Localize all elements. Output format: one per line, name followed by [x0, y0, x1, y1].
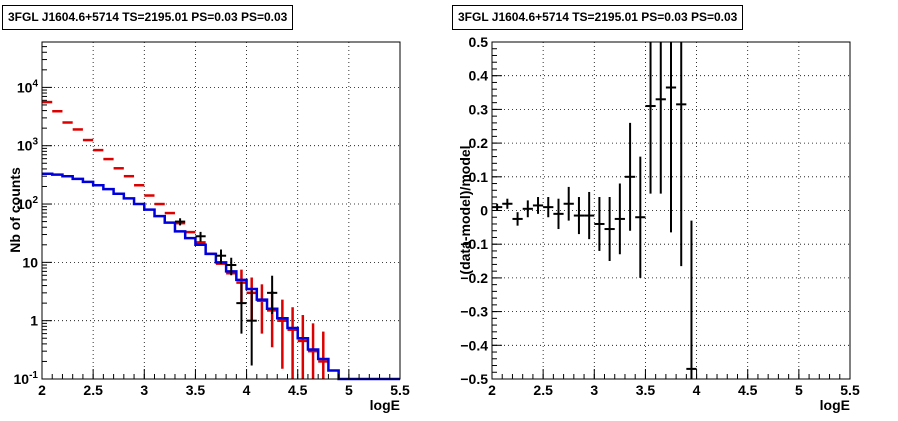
- right-y-tick-label: −0.4: [460, 337, 488, 353]
- right-y-axis-label: (data-model)/model: [457, 145, 473, 274]
- right-x-tick-label: 3: [590, 382, 598, 398]
- left-x-tick-label: 2: [38, 382, 46, 398]
- right-x-tick-label: 2: [488, 382, 496, 398]
- left-y-tick-label: 103: [17, 137, 39, 154]
- left-x-tick-label: 5.5: [390, 382, 410, 398]
- right-y-tick-label: 0: [480, 203, 488, 219]
- left-chart-title: 3FGL J1604.6+5714 TS=2195.01 PS=0.03 PS=…: [2, 5, 294, 30]
- right-axis-ticks: 2 2.5 3 3.5 4 4.5 5 5.5 −0.5 −0.4 −0.3 −0.2 −0.1 0 0.1…: [460, 34, 860, 398]
- right-y-tick-label: 0.5: [469, 34, 489, 50]
- left-x-tick-label: 3.5: [186, 382, 206, 398]
- right-x-tick-label: 4.5: [738, 382, 758, 398]
- left-x-tick-label: 5: [345, 382, 353, 398]
- right-chart-title: 3FGL J1604.6+5714 TS=2195.01 PS=0.03 PS=…: [452, 5, 744, 30]
- left-grid: [42, 42, 400, 379]
- right-grid: [492, 42, 850, 379]
- right-x-tick-label: 5: [795, 382, 803, 398]
- right-y-tick-label: −0.5: [460, 371, 488, 387]
- left-y-tick-label: 10-1: [14, 370, 39, 387]
- left-plot-frame: [41, 41, 401, 380]
- left-y-tick-label: 10: [22, 254, 38, 270]
- right-x-tick-label: 2.5: [533, 382, 553, 398]
- right-y-tick-label: −0.1: [460, 236, 488, 252]
- left-x-tick-label: 2.5: [83, 382, 103, 398]
- left-y-tick-label: 104: [17, 78, 39, 95]
- right-y-tick-label: 0.1: [469, 169, 489, 185]
- left-data-marks: [42, 100, 400, 381]
- right-residuals-panel: 2 2.5 3 3.5 4 4.5 5 5.5 −0.5 −0.4 −0.3 −0.2 −0.1 0 0.1…: [457, 34, 860, 413]
- right-y-tick-label: 0.4: [469, 68, 489, 84]
- left-x-tick-label: 4.5: [288, 382, 308, 398]
- blue-step-histogram: [42, 172, 400, 381]
- right-y-tick-label: −0.2: [460, 270, 488, 286]
- right-y-tick-label: −0.3: [460, 304, 488, 320]
- right-x-tick-label: 3.5: [636, 382, 656, 398]
- left-x-axis-label: logE: [370, 397, 400, 413]
- right-y-tick-label: 0.2: [469, 135, 489, 151]
- right-x-tick-label: 4: [693, 382, 701, 398]
- left-y-axis-label: Nb of counts: [7, 167, 23, 253]
- left-x-tick-label: 4: [243, 382, 251, 398]
- right-x-tick-label: 5.5: [840, 382, 860, 398]
- left-y-tick-label: 1: [30, 313, 38, 329]
- left-x-tick-label: 3: [140, 382, 148, 398]
- right-data-marks: [492, 42, 697, 379]
- right-x-axis-label: logE: [820, 397, 850, 413]
- right-y-tick-label: 0.3: [469, 101, 489, 117]
